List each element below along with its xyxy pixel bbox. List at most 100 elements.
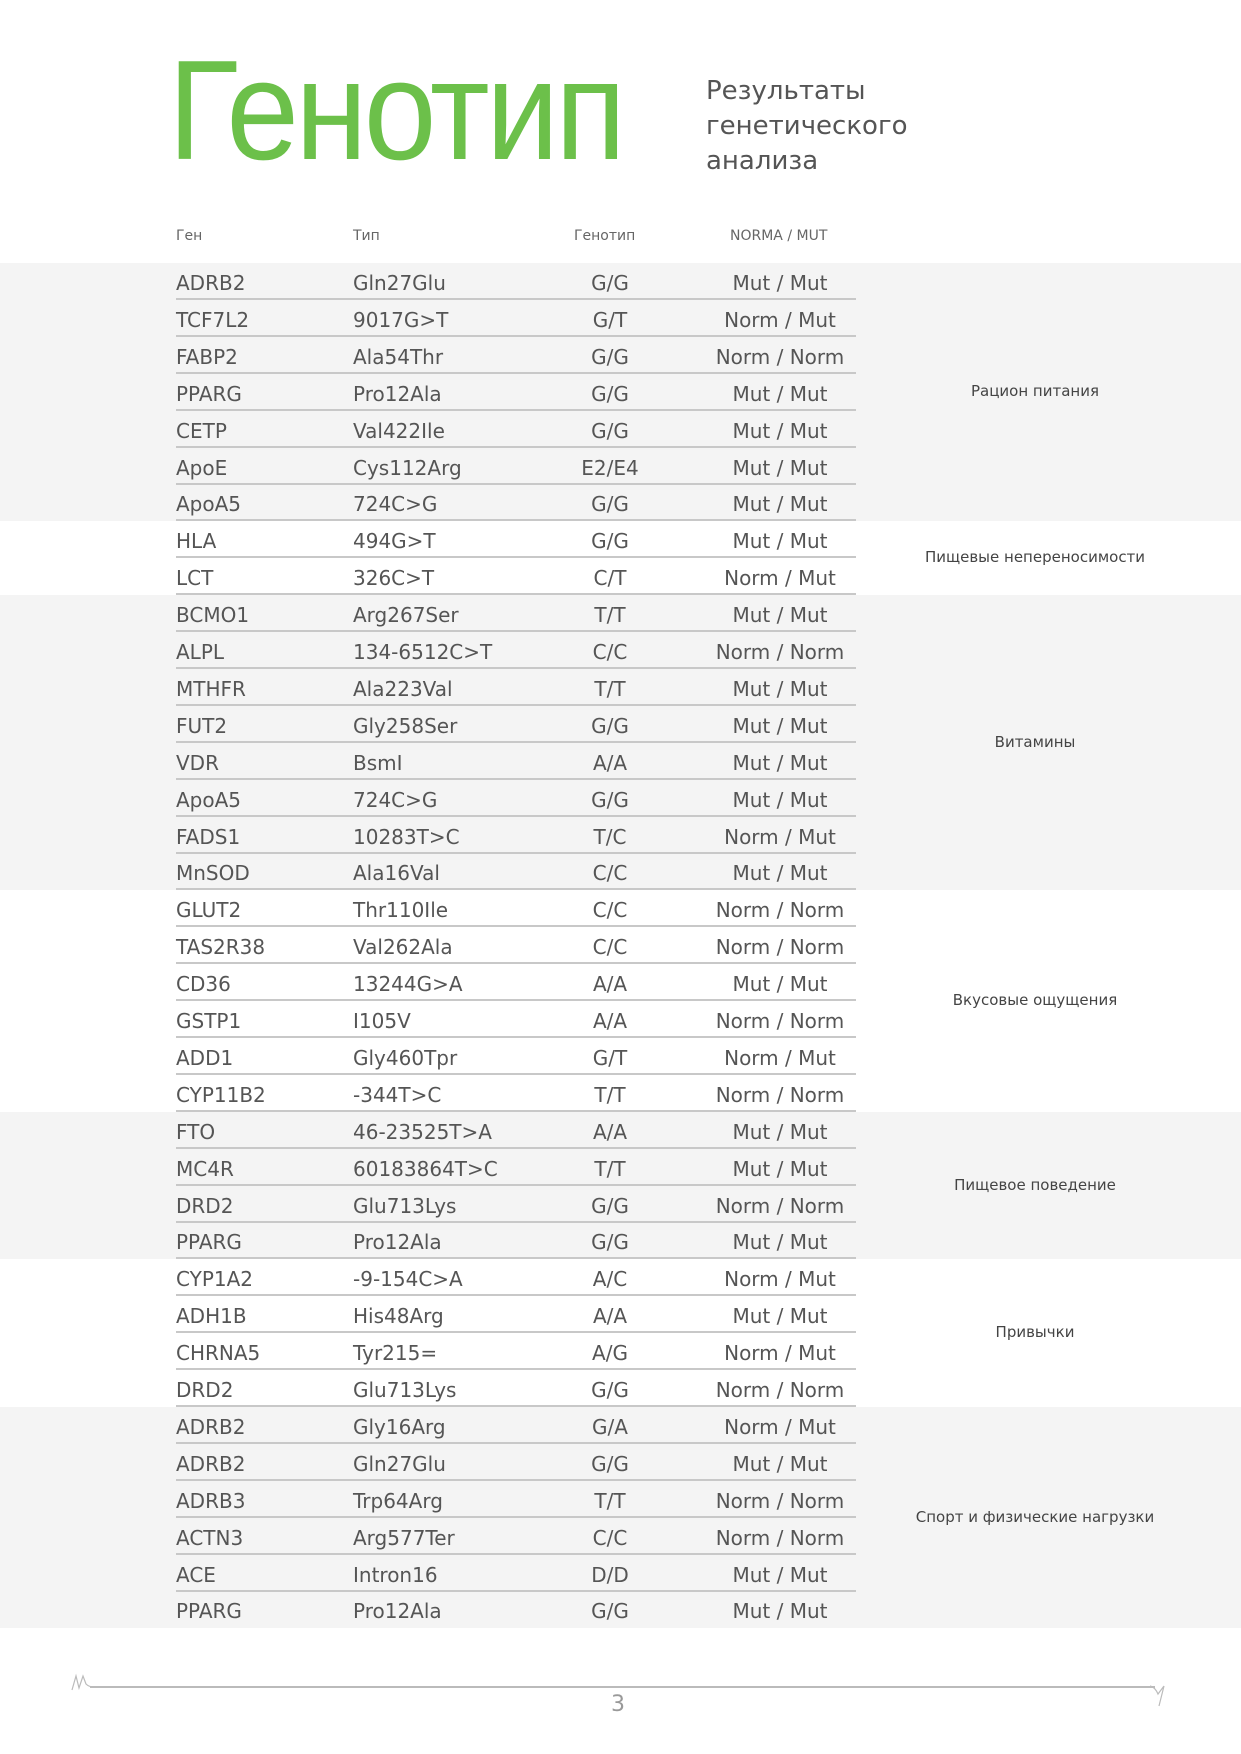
cell-nm: Mut / Mut (732, 271, 828, 295)
row-divider (176, 814, 856, 817)
cell-gene: VDR (176, 750, 219, 775)
table-row: ADRB2 Gln27Glu G/G Mut / Mut (0, 1444, 1241, 1481)
table-row: ACE Intron16 D/D Mut / Mut (0, 1555, 1241, 1592)
cell-nm: Norm / Mut (724, 566, 836, 591)
row-divider (176, 1257, 856, 1260)
table-row: VDR BsmI A/A Mut / Mut (0, 743, 1241, 780)
cell-geno: A/A (592, 750, 628, 775)
cell-type: 13244G>A (353, 972, 463, 997)
cell-gene: GLUT2 (176, 898, 242, 923)
category-label: Вкусовые ощущения (952, 991, 1118, 1009)
cell-geno: T/C (593, 824, 627, 849)
row-divider (176, 334, 856, 337)
cell-geno: G/G (591, 492, 629, 517)
cell-geno: C/T (593, 566, 627, 591)
cell-nm: Mut / Mut (732, 418, 828, 443)
cell-nm: Norm / Norm (715, 1488, 845, 1513)
row-divider (176, 1368, 856, 1371)
row-divider (176, 1331, 856, 1334)
column-header-genotype: Генотип (574, 228, 636, 244)
cell-geno: T/T (594, 1488, 626, 1513)
table-row: ADRB3 Trp64Arg T/T Norm / Norm (0, 1481, 1241, 1518)
cell-geno: G/A (592, 1414, 628, 1439)
cell-geno: T/T (594, 603, 626, 628)
category-label: Спорт и физические нагрузки (915, 1507, 1155, 1526)
cell-type: Gly460Tpr (353, 1045, 458, 1070)
cell-type: Pro12Ala (353, 1599, 442, 1624)
cell-gene: CETP (176, 418, 227, 443)
table-row: ADH1B His48Arg A/A Mut / Mut (0, 1296, 1241, 1334)
table-row: ApoE Cys112Arg E2/E4 Mut / Mut (0, 448, 1241, 485)
table-row: PPARG Pro12Ala G/G Mut / Mut (0, 1591, 1241, 1628)
cell-nm: Mut / Mut (732, 1304, 828, 1329)
cell-geno: T/T (594, 676, 626, 701)
cell-geno: G/G (591, 1230, 629, 1255)
cell-gene: TCF7L2 (176, 307, 250, 332)
cell-gene: TAS2R38 (176, 935, 266, 960)
cell-gene: PPARG (176, 1599, 242, 1624)
table-row: HLA 494G>T G/G Mut / Mut (0, 521, 1241, 559)
row-divider (176, 371, 856, 374)
cell-type: BsmI (353, 750, 403, 775)
table-row: ADRB2 Gln27Glu G/G Mut / Mut (0, 263, 1241, 300)
cell-gene: ADD1 (176, 1045, 234, 1070)
row-divider (176, 667, 856, 669)
subtitle-line: Результаты (706, 76, 866, 106)
cell-nm: Norm / Norm (715, 1525, 845, 1550)
page-number: 3 (611, 1692, 625, 1717)
cell-geno: G/G (591, 1193, 629, 1218)
cell-nm: Mut / Mut (732, 750, 828, 775)
row-divider (176, 630, 856, 633)
cell-type: Val262Ala (353, 935, 453, 960)
cell-gene: FABP2 (176, 344, 238, 369)
cell-gene: ApoA5 (176, 492, 242, 517)
cell-nm: Norm / Norm (715, 640, 845, 664)
cell-nm: Mut / Mut (732, 861, 828, 886)
cell-geno: G/T (592, 307, 628, 332)
cell-type: 134-6512C>T (353, 640, 493, 664)
cell-geno: A/A (592, 972, 628, 997)
cell-geno: C/C (592, 640, 628, 664)
category-label: Пищевые непереносимости (924, 548, 1146, 567)
row-divider (176, 482, 856, 485)
table-row: TCF7L2 9017G>T G/T Norm / Mut (0, 300, 1241, 337)
cell-nm: Mut / Mut (732, 455, 828, 480)
cell-nm: Norm / Mut (724, 824, 836, 849)
cell-geno: C/C (592, 898, 628, 923)
table-row: DRD2 Glu713Lys G/G Norm / Norm (0, 1370, 1241, 1407)
category-label: Пищевое поведение (954, 1175, 1116, 1194)
table-row: FABP2 Ala54Thr G/G Norm / Norm (0, 337, 1241, 374)
table-row: CYP1A2 -9-154C>A A/C Norm / Mut (0, 1259, 1241, 1297)
table-row: CD36 13244G>A A/A Mut / Mut (0, 964, 1241, 1002)
cell-type: I105V (353, 1009, 411, 1033)
table-row: FADS1 10283T>C T/C Norm / Mut (0, 817, 1241, 854)
table-row: PPARG Pro12Ala G/G Mut / Mut (0, 1222, 1241, 1260)
cell-gene: ApoE (176, 455, 228, 480)
cell-geno: G/G (591, 344, 629, 369)
cell-nm: Mut / Mut (732, 1230, 828, 1255)
row-divider (176, 1552, 856, 1555)
subtitle-line: генетического (706, 111, 908, 141)
cell-type: Trp64Arg (353, 1488, 443, 1513)
cell-geno: G/G (591, 787, 629, 812)
cell-nm: Mut / Mut (732, 1156, 828, 1181)
cell-nm: Norm / Norm (715, 935, 845, 960)
cell-geno: G/G (591, 713, 629, 738)
table-row: CETP Val422Ile G/G Mut / Mut (0, 411, 1241, 448)
row-divider (176, 1589, 856, 1592)
table-row: TAS2R38 Val262Ala C/C Norm / Norm (0, 927, 1241, 965)
cell-nm: Mut / Mut (732, 1599, 828, 1624)
row-divider (176, 1405, 856, 1407)
cell-type: Ala223Val (353, 676, 453, 701)
table-row: MTHFR Ala223Val T/T Mut / Mut (0, 669, 1241, 706)
cell-nm: Norm / Norm (715, 1082, 845, 1107)
cell-geno: C/C (592, 861, 628, 886)
row-divider (176, 925, 856, 928)
cell-gene: MnSOD (176, 861, 250, 886)
cell-geno: G/G (591, 1451, 629, 1476)
cell-geno: G/G (591, 1599, 629, 1624)
cell-type: Glu713Lys (353, 1193, 457, 1218)
category-band (0, 263, 1241, 522)
cell-geno: C/C (592, 1525, 628, 1550)
cell-geno: A/C (592, 1267, 628, 1292)
